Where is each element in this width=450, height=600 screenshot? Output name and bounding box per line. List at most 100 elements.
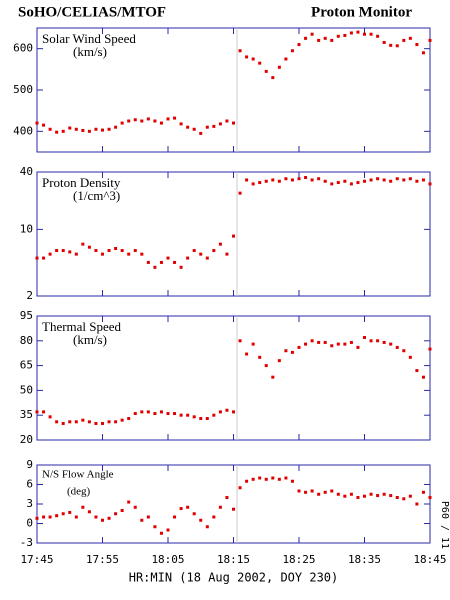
data-point <box>173 515 177 519</box>
data-point <box>101 518 104 522</box>
data-point <box>356 181 360 185</box>
data-point <box>74 127 78 131</box>
data-point <box>395 177 399 181</box>
data-point <box>179 413 183 417</box>
data-point <box>402 178 406 182</box>
x-tick-label: 17:55 <box>86 553 119 566</box>
data-point <box>356 496 360 499</box>
data-point <box>192 249 196 253</box>
y-tick-label: 65 <box>20 359 33 372</box>
data-point <box>186 505 190 509</box>
data-point <box>304 176 308 180</box>
data-point <box>232 410 235 414</box>
data-point <box>140 119 144 123</box>
data-point <box>199 131 203 135</box>
y-tick-label: 50 <box>20 383 33 396</box>
data-point <box>395 345 399 349</box>
data-point <box>428 38 432 42</box>
data-point <box>218 122 222 126</box>
data-point <box>101 252 104 256</box>
data-point <box>258 181 262 185</box>
data-point <box>166 412 170 416</box>
data-point <box>140 518 144 522</box>
data-point <box>251 182 255 186</box>
data-point <box>153 412 157 416</box>
data-point <box>245 479 249 483</box>
x-tick-label: 18:35 <box>348 553 381 566</box>
data-point <box>238 49 242 53</box>
data-point <box>94 515 98 519</box>
data-point <box>48 252 52 256</box>
data-point <box>68 510 72 514</box>
data-point <box>415 179 419 183</box>
data-point <box>232 507 235 511</box>
data-point <box>382 178 386 182</box>
data-point <box>251 57 255 61</box>
data-point <box>107 127 111 131</box>
data-point <box>140 410 144 414</box>
header-left: SoHO/CELIAS/MTOF <box>18 4 166 20</box>
data-point <box>225 252 229 256</box>
panel-unit: (km/s) <box>73 44 107 59</box>
data-point <box>101 128 104 132</box>
y-tick-label: 0 <box>26 517 33 530</box>
data-point <box>251 477 255 481</box>
data-point <box>238 191 242 195</box>
data-point <box>55 130 59 134</box>
data-point <box>382 340 386 344</box>
data-point <box>55 249 59 253</box>
data-point <box>35 410 39 414</box>
y-tick-label: 95 <box>20 309 33 322</box>
y-tick-label: 600 <box>13 42 33 55</box>
data-point <box>310 178 314 182</box>
data-point <box>146 260 150 264</box>
data-point <box>120 121 124 125</box>
data-point <box>349 182 353 186</box>
data-point <box>127 252 131 256</box>
data-point <box>389 43 393 47</box>
data-point <box>186 125 190 129</box>
data-point <box>290 350 294 354</box>
data-point <box>376 339 380 343</box>
data-point <box>290 49 294 53</box>
data-point <box>304 342 308 346</box>
data-point <box>42 123 46 127</box>
data-point <box>133 118 137 122</box>
data-point <box>317 492 321 496</box>
header-right: Proton Monitor <box>311 4 412 20</box>
data-point <box>146 410 150 414</box>
data-point <box>363 335 366 339</box>
data-point <box>179 122 183 126</box>
data-point <box>369 178 373 182</box>
data-point <box>87 510 91 514</box>
data-point <box>317 340 321 344</box>
data-point <box>205 256 209 260</box>
data-point <box>349 340 353 344</box>
data-point <box>402 349 406 353</box>
data-point <box>297 43 301 47</box>
data-point <box>107 249 111 253</box>
data-point <box>218 505 222 509</box>
data-point <box>402 38 406 42</box>
y-tick-label: 6 <box>26 478 33 491</box>
data-point <box>127 500 131 504</box>
data-point <box>297 489 301 493</box>
data-point <box>166 256 170 260</box>
data-point <box>356 345 360 349</box>
data-point <box>199 252 203 256</box>
data-point <box>421 51 425 55</box>
data-point <box>232 234 235 238</box>
x-tick-label: 18:25 <box>282 553 315 566</box>
data-point <box>87 129 91 133</box>
data-point <box>140 252 144 256</box>
data-point <box>35 516 39 520</box>
data-point <box>48 127 52 131</box>
data-point <box>421 490 425 494</box>
data-point <box>114 125 118 129</box>
panel-unit: (km/s) <box>73 332 107 347</box>
data-point <box>114 247 118 251</box>
data-point <box>173 412 177 416</box>
data-point <box>284 177 288 181</box>
data-point <box>94 421 98 425</box>
data-point <box>153 525 157 529</box>
